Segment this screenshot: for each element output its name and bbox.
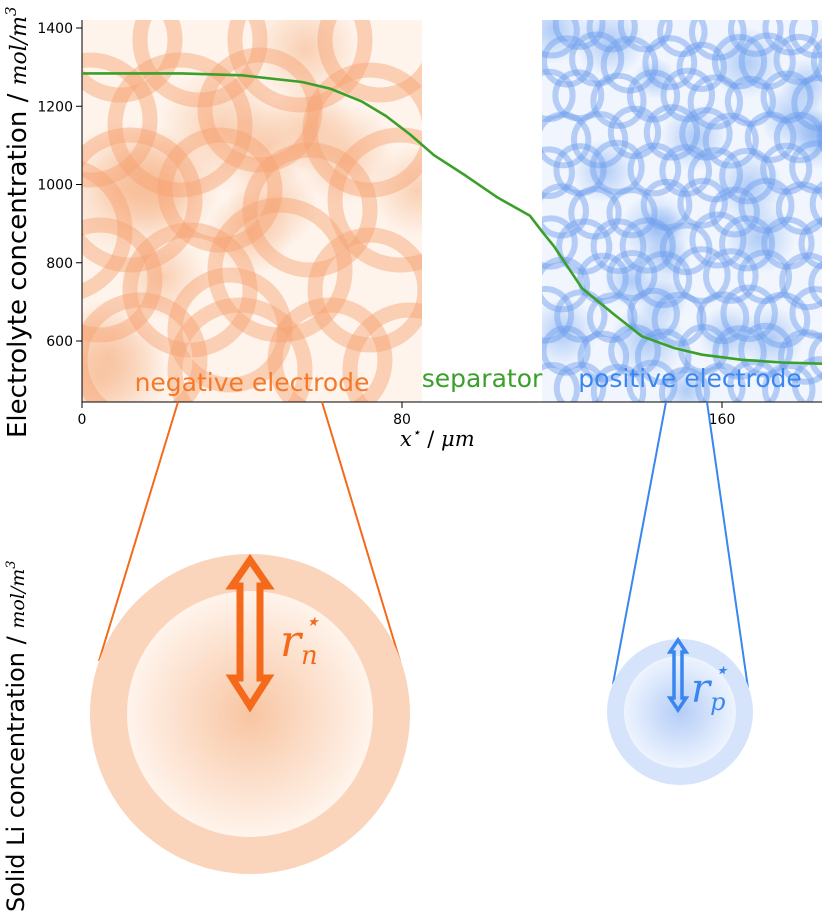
negative-radius-arrow-icon	[225, 553, 275, 713]
y-tick-label: 1400	[37, 21, 73, 37]
zoom-lines-positive	[612, 401, 749, 689]
negative-particle: rn⋆	[90, 553, 410, 874]
positive-particle: rp⋆	[607, 636, 753, 785]
positive-electrode-region	[542, 20, 822, 402]
positive-radius-label: rp⋆	[691, 656, 729, 716]
electrolyte-concentration-line	[82, 72, 823, 365]
positive-radius-arrow-icon	[666, 636, 690, 714]
region-label-negative-electrode: negative electrode	[135, 368, 370, 397]
y-axis-label: Electrolyte concentration / mol/m3	[2, 6, 33, 438]
x-tick-label: 80	[393, 412, 411, 428]
negative-radius-label: rn⋆	[280, 607, 320, 671]
y-tick-label: 1200	[37, 99, 73, 115]
x-tick-label: 0	[78, 412, 87, 428]
y-tick-label: 1000	[37, 178, 73, 194]
region-labels: negative electrode separator positive elec…	[135, 364, 802, 397]
x-axis-label: x⋆ / μm	[400, 425, 475, 451]
x-tick-label: 160	[709, 412, 736, 428]
region-label-positive-electrode: positive electrode	[578, 364, 802, 393]
negative-electrode-region	[82, 20, 422, 402]
y-tick-label: 800	[46, 256, 73, 272]
plot-axes	[81, 20, 822, 403]
y-axis-ticks: 600 800 1000 1200 1400	[37, 21, 82, 350]
zoom-lines-negative	[98, 401, 401, 662]
x-axis-ticks: 0 80 160	[78, 402, 736, 428]
y-tick-label: 600	[46, 334, 73, 350]
solid-concentration-label: Solid Li concentration / mol/m3	[2, 560, 30, 912]
region-label-separator: separator	[422, 364, 543, 393]
